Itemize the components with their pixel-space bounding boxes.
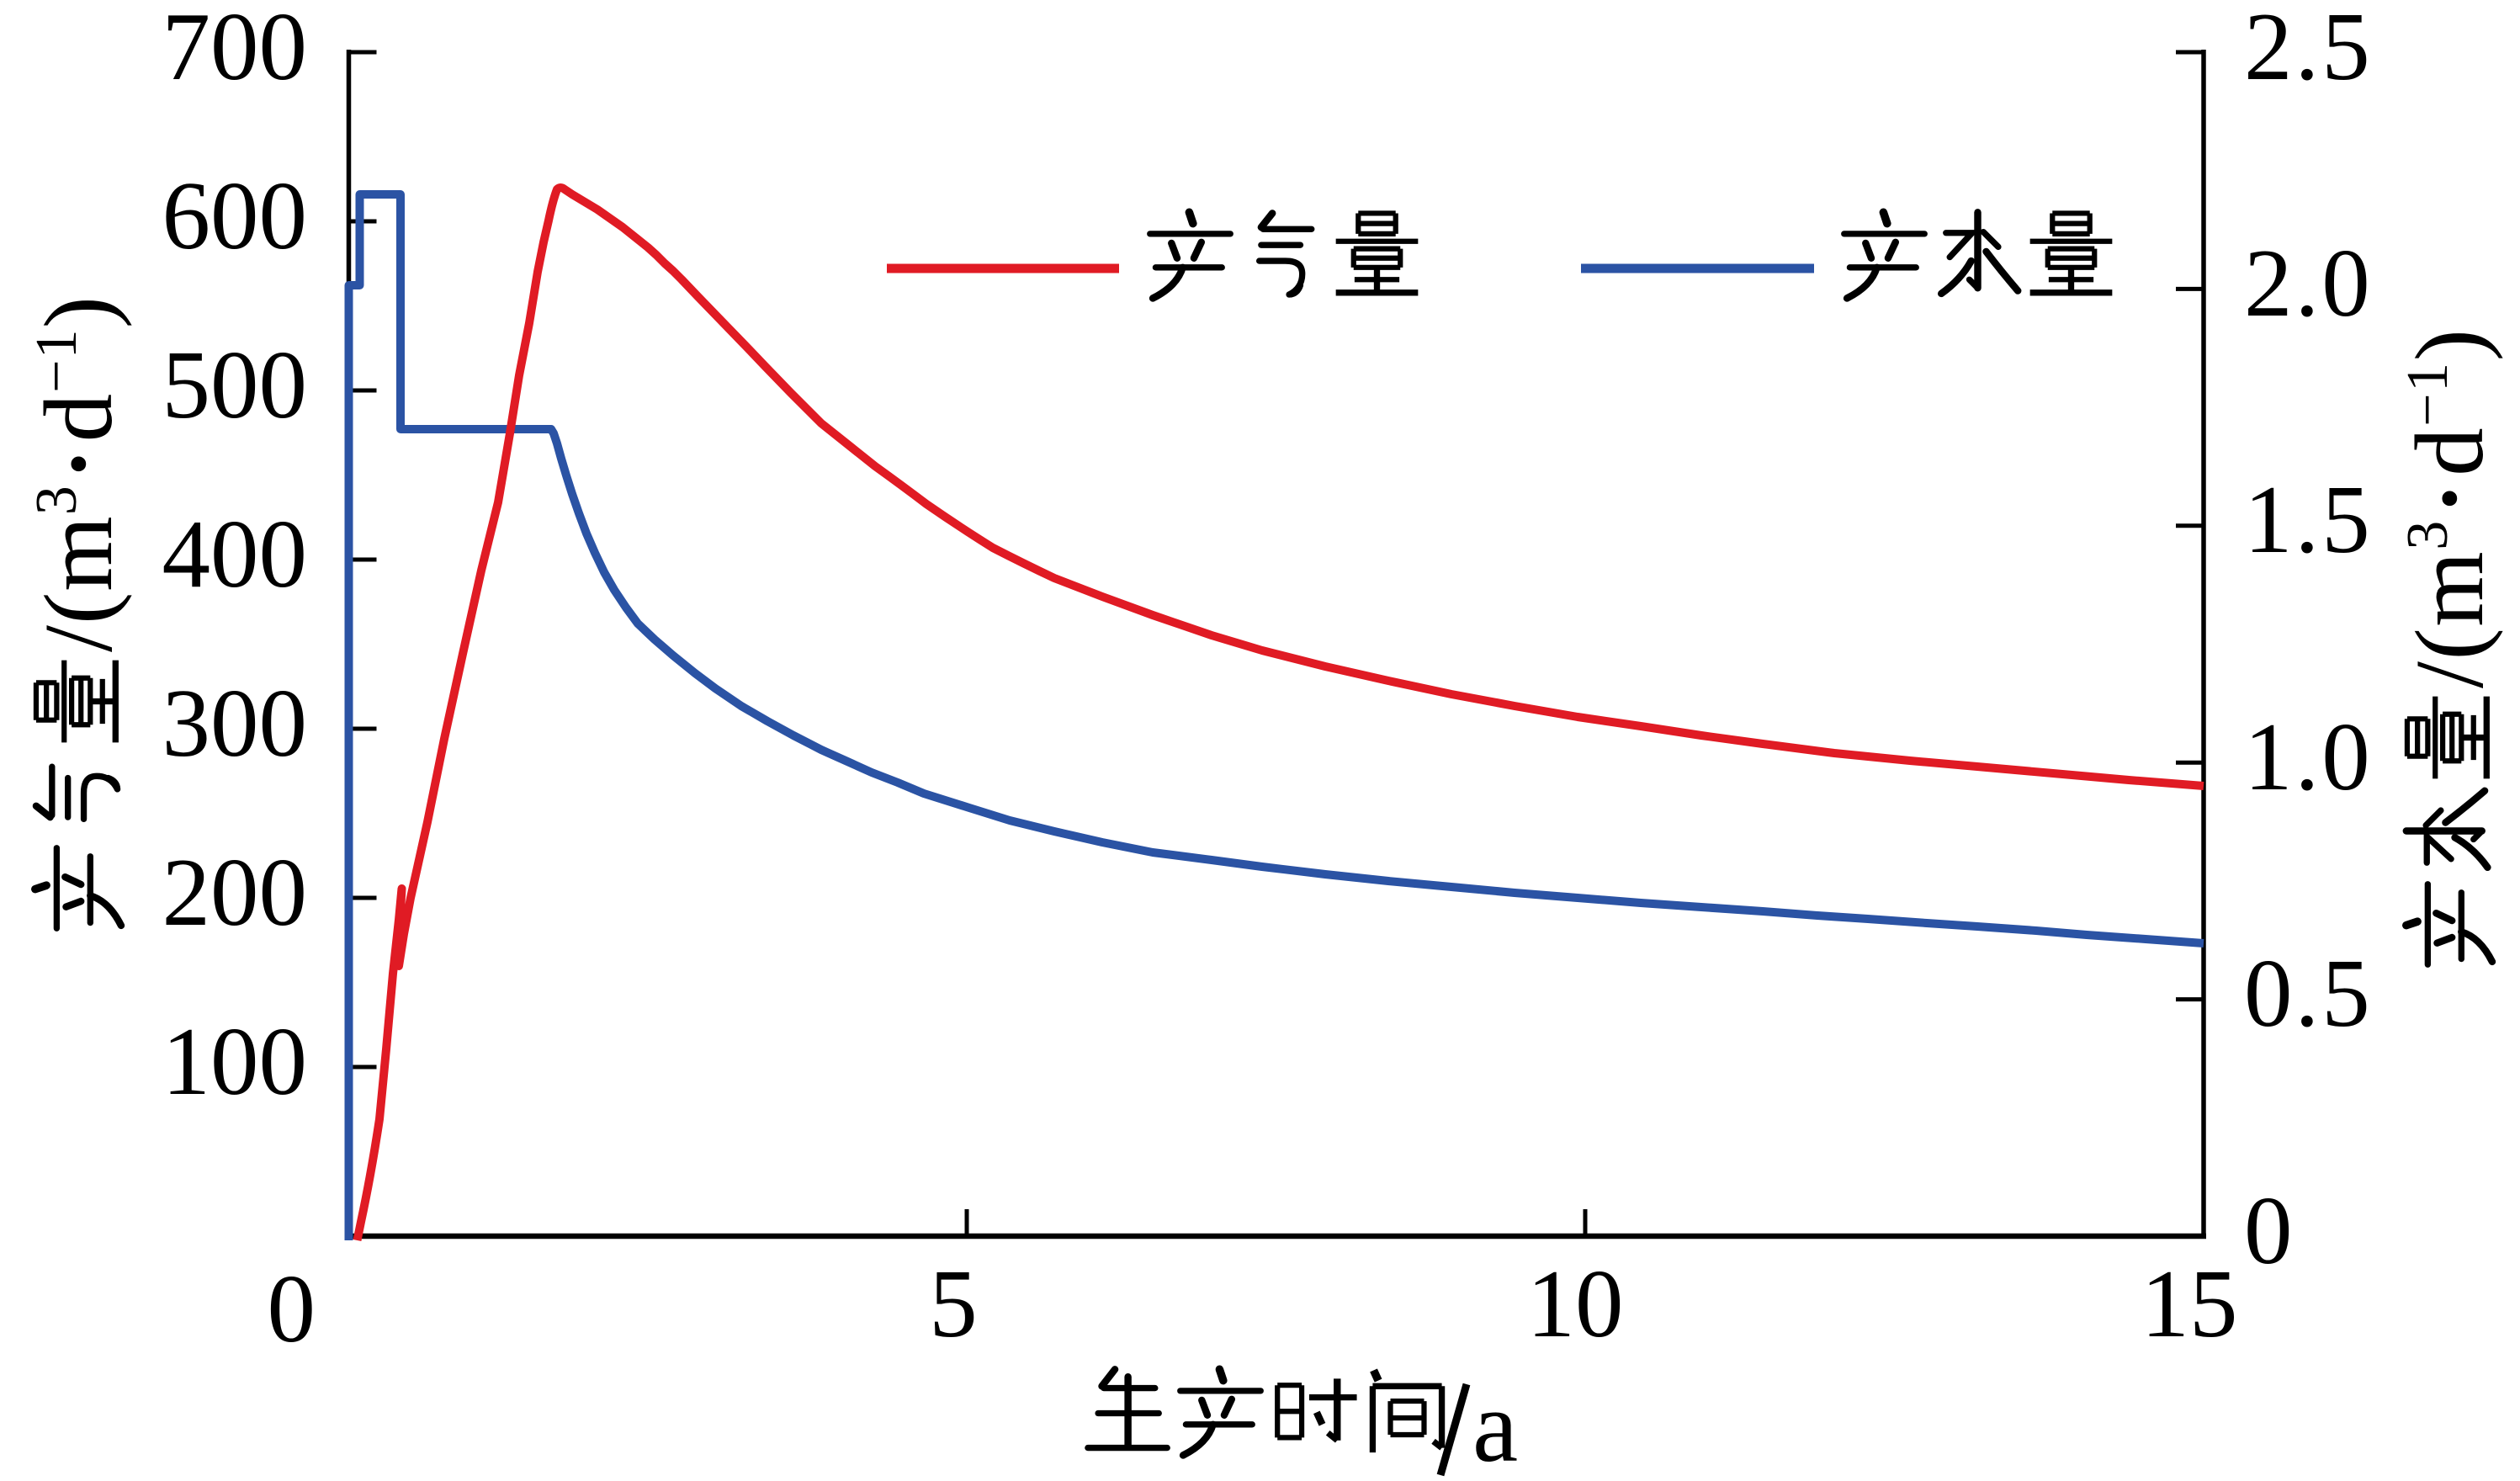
svg-text:2.0: 2.0 xyxy=(2244,230,2373,337)
svg-text:15: 15 xyxy=(2141,1250,2238,1357)
svg-text:400: 400 xyxy=(162,501,308,608)
svg-text:300: 300 xyxy=(162,670,308,777)
svg-text:600: 600 xyxy=(162,162,308,269)
svg-text:1.5: 1.5 xyxy=(2244,466,2373,573)
svg-text:700: 700 xyxy=(162,0,308,100)
svg-text:1.0: 1.0 xyxy=(2244,703,2373,810)
svg-text:5: 5 xyxy=(929,1250,978,1357)
svg-text:0: 0 xyxy=(268,1255,316,1362)
svg-text:0.5: 0.5 xyxy=(2244,940,2373,1047)
svg-text:10: 10 xyxy=(1527,1250,1624,1357)
svg-text:100: 100 xyxy=(162,1008,308,1115)
svg-text:a: a xyxy=(1472,1370,1518,1481)
svg-text:2.5: 2.5 xyxy=(2244,0,2373,100)
svg-text:0: 0 xyxy=(2244,1177,2295,1284)
svg-text:500: 500 xyxy=(162,332,308,438)
svg-text:200: 200 xyxy=(162,839,308,946)
